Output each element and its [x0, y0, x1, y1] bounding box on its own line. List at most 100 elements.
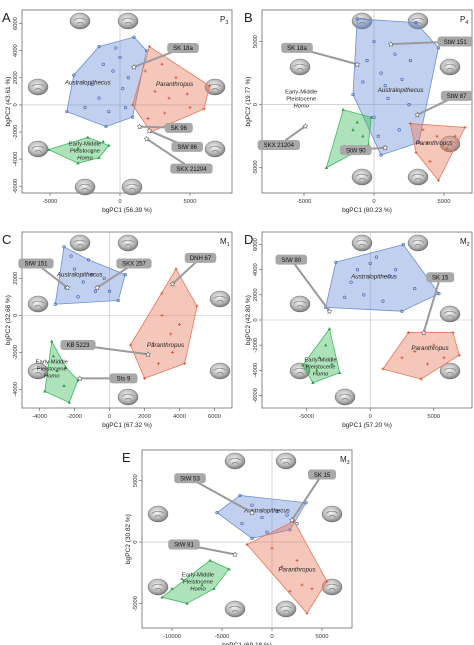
point-homo	[311, 381, 315, 385]
hull-aus	[352, 18, 439, 156]
point-par	[442, 356, 446, 360]
point-par	[171, 350, 174, 354]
tooth-type-label: M2	[460, 237, 470, 248]
point-homo	[101, 139, 105, 143]
tooth-fissure-shape	[228, 457, 242, 465]
specimen-label: StW 151	[24, 262, 48, 268]
point-aus	[379, 71, 383, 75]
point-aus	[397, 128, 401, 132]
y-tick-label: 6000	[13, 17, 19, 30]
y-tick-label: -2000	[253, 338, 259, 353]
specimen-star-icon	[136, 123, 143, 130]
tooth-fissure-shape	[78, 183, 92, 191]
x-tick-label: 2000	[138, 414, 151, 420]
callout-box	[18, 258, 54, 269]
point-par	[169, 332, 173, 336]
x-tick-label: -10000	[163, 634, 181, 640]
tooth-crown-shape	[407, 234, 429, 252]
point-homo	[180, 577, 184, 581]
point-aus	[118, 55, 122, 60]
tooth-fissure-shape	[443, 140, 457, 148]
callout-box	[170, 163, 213, 174]
tooth-crown-shape	[275, 452, 297, 470]
specimen-label: SK 96	[171, 126, 188, 132]
tooth-fissure-shape	[443, 367, 457, 375]
point-aus	[121, 87, 125, 91]
panel-d: D M2 -5000 0 5000 -6000 -4000 -2000 0 2000 4000 600…	[244, 231, 473, 429]
point-par	[413, 349, 417, 353]
specimen-star-icon	[94, 284, 101, 291]
point-par	[167, 96, 171, 100]
tooth-render-icon	[407, 168, 429, 186]
tooth-type-subscript: 2	[467, 242, 470, 248]
tooth-render-icon	[351, 168, 373, 186]
x-tick-label: 5000	[316, 634, 329, 640]
point-aus	[97, 44, 101, 49]
point-homo	[212, 586, 216, 590]
point-homo	[327, 327, 332, 330]
point-par	[432, 343, 436, 347]
panel-b: B P4 -5000 0 5000 -5000 0 5000 bgPC1 (80.23 %) bg…	[244, 9, 473, 214]
y-tick-label: 6000	[253, 238, 259, 251]
taxon-label-australopithecus: Australopithecus	[243, 508, 290, 515]
tooth-render-icon	[117, 388, 139, 406]
specimen-label: SK 15	[314, 473, 331, 479]
point-homo	[185, 601, 189, 605]
panel-letter: C	[2, 232, 11, 247]
y-tick-label: 0	[253, 103, 259, 106]
point-aus	[413, 286, 417, 291]
tooth-render-icon	[27, 140, 49, 158]
point-homo	[369, 115, 373, 119]
point-homo	[107, 143, 111, 147]
point-par	[414, 151, 418, 155]
callout-leader	[422, 276, 442, 333]
callout-box	[426, 272, 455, 283]
panel-letter: E	[122, 450, 131, 465]
point-homo	[338, 371, 342, 374]
point-homo	[47, 147, 51, 151]
point-aus	[97, 96, 101, 100]
taxon-label-australopithecus: Australopithecus	[64, 80, 111, 87]
point-par	[295, 558, 299, 562]
point-aus	[250, 503, 254, 507]
y-tick-label: 5000	[253, 35, 259, 48]
tooth-fissure-shape	[325, 583, 339, 591]
point-aus	[72, 73, 76, 77]
tooth-crown-shape	[147, 505, 169, 523]
tooth-fissure-shape	[443, 310, 457, 318]
specimen-label: StW 151	[444, 40, 468, 46]
point-par	[131, 103, 135, 107]
tooth-type-subscript: 3	[225, 20, 228, 26]
point-par	[421, 128, 425, 132]
point-homo	[97, 155, 101, 159]
tooth-crown-shape	[204, 140, 226, 158]
taxon-label-homo: Homo	[190, 586, 206, 592]
point-aus	[394, 268, 398, 272]
tooth-crown-shape	[351, 234, 373, 252]
specimen-label: StW 53	[180, 476, 200, 482]
point-aus	[379, 153, 383, 157]
point-homo	[62, 383, 66, 387]
specimen-label: StW 80	[281, 258, 301, 264]
tooth-fissure-shape	[325, 510, 339, 518]
point-aus	[111, 69, 115, 73]
tooth-crown-shape	[204, 78, 226, 96]
specimen-star-icon	[144, 351, 152, 358]
tooth-fissure-shape	[208, 145, 222, 153]
point-par	[406, 331, 410, 335]
tooth-render-icon	[147, 505, 169, 523]
point-aus	[107, 110, 111, 114]
point-aus	[383, 84, 387, 88]
y-axis-label: bgPC2 (43.61 %)	[5, 77, 12, 127]
point-par	[451, 331, 455, 335]
x-axis-label: bgPC1 (56.39 %)	[102, 207, 152, 214]
point-aus	[123, 105, 128, 110]
tooth-type-label: P3	[220, 15, 228, 26]
point-aus	[107, 289, 112, 293]
point-aus	[114, 46, 118, 50]
point-homo	[64, 365, 68, 369]
tooth-render-icon	[321, 505, 343, 523]
callout-leader	[290, 259, 331, 312]
point-par	[157, 362, 160, 366]
